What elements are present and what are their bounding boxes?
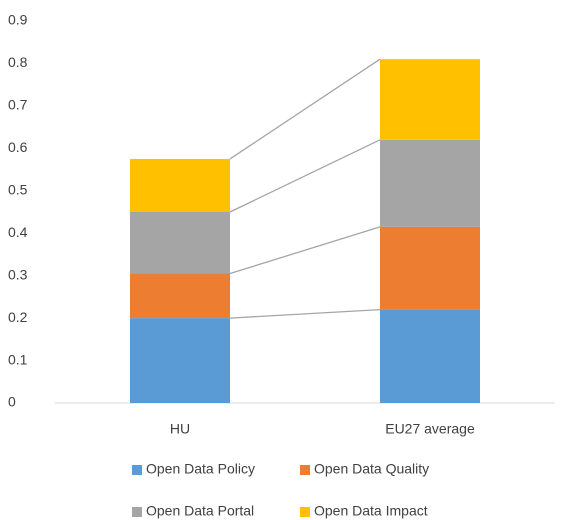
bar-segment: [130, 158, 230, 212]
y-tick-label: 0.4: [8, 224, 28, 240]
y-tick-label: 0.7: [8, 97, 28, 113]
series-line: [229, 308, 381, 319]
y-tick-label: 0.2: [8, 309, 28, 325]
bar-segment: [130, 273, 230, 319]
legend-swatch: [300, 507, 310, 517]
y-tick-label: 0: [8, 394, 16, 410]
y-tick-label: 0.6: [8, 139, 28, 155]
y-tick-label: 0.5: [8, 181, 28, 197]
legend-swatch: [132, 507, 142, 517]
legend-label: Open Data Portal: [146, 503, 254, 519]
legend-label: Open Data Quality: [314, 461, 429, 477]
bar-segment: [380, 309, 480, 403]
series-line: [229, 226, 381, 275]
y-tick-label: 0.9: [8, 12, 28, 28]
bar-segment: [380, 226, 480, 310]
bar-segment: [380, 139, 480, 227]
y-tick-label: 0.3: [8, 266, 28, 282]
bar-segment: [130, 318, 230, 403]
series-line: [229, 139, 381, 213]
bar-segment: [380, 59, 480, 140]
bar-segment: [130, 212, 230, 274]
series-line: [229, 58, 381, 160]
legend-swatch: [300, 465, 310, 475]
legend-label: Open Data Impact: [314, 503, 428, 519]
y-tick-label: 0.1: [8, 351, 28, 367]
x-tick-label: EU27 average: [385, 421, 475, 437]
legend-swatch: [132, 465, 142, 475]
legend-label: Open Data Policy: [146, 461, 255, 477]
x-tick-label: HU: [170, 421, 190, 437]
y-tick-label: 0.8: [8, 54, 28, 70]
